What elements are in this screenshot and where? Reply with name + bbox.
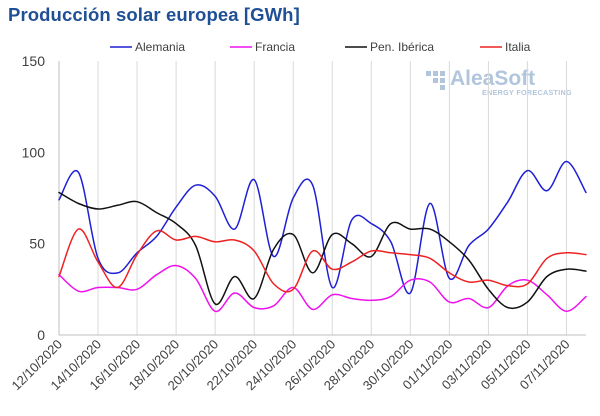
- y-axis-ticks: 0 50 100 150: [22, 53, 46, 343]
- legend-label-alemania: Alemania: [135, 40, 185, 54]
- chart-title: Producción solar europea [GWh]: [8, 4, 300, 25]
- series-line-pen-iberica: [58, 191, 587, 310]
- logo-tagline: ENERGY FORECASTING: [482, 88, 572, 97]
- legend-label-italia: Italia: [505, 40, 531, 54]
- y-tick-label: 50: [29, 236, 45, 252]
- logo-emblem-icon: [426, 71, 445, 90]
- legend-label-pen-iberica: Pen. Ibérica: [370, 40, 434, 54]
- y-tick-label: 150: [22, 53, 46, 69]
- legend: Alemania Francia Pen. Ibérica Italia: [110, 40, 531, 54]
- gridlines: [97, 61, 567, 335]
- y-tick-label: 100: [22, 144, 46, 160]
- logo-name: AleaSoft: [450, 67, 535, 90]
- series-line-alemania: [58, 160, 587, 295]
- axes: [58, 61, 586, 336]
- series-line-italia: [58, 228, 587, 293]
- x-axis-ticks: 12/10/202014/10/202016/10/202018/10/2020…: [8, 337, 572, 394]
- y-tick-label: 0: [37, 327, 45, 343]
- series-line-francia: [58, 264, 587, 313]
- aleasoft-logo: AleaSoft ENERGY FORECASTING: [426, 67, 572, 97]
- series-lines: [58, 160, 587, 313]
- legend-label-francia: Francia: [255, 40, 295, 54]
